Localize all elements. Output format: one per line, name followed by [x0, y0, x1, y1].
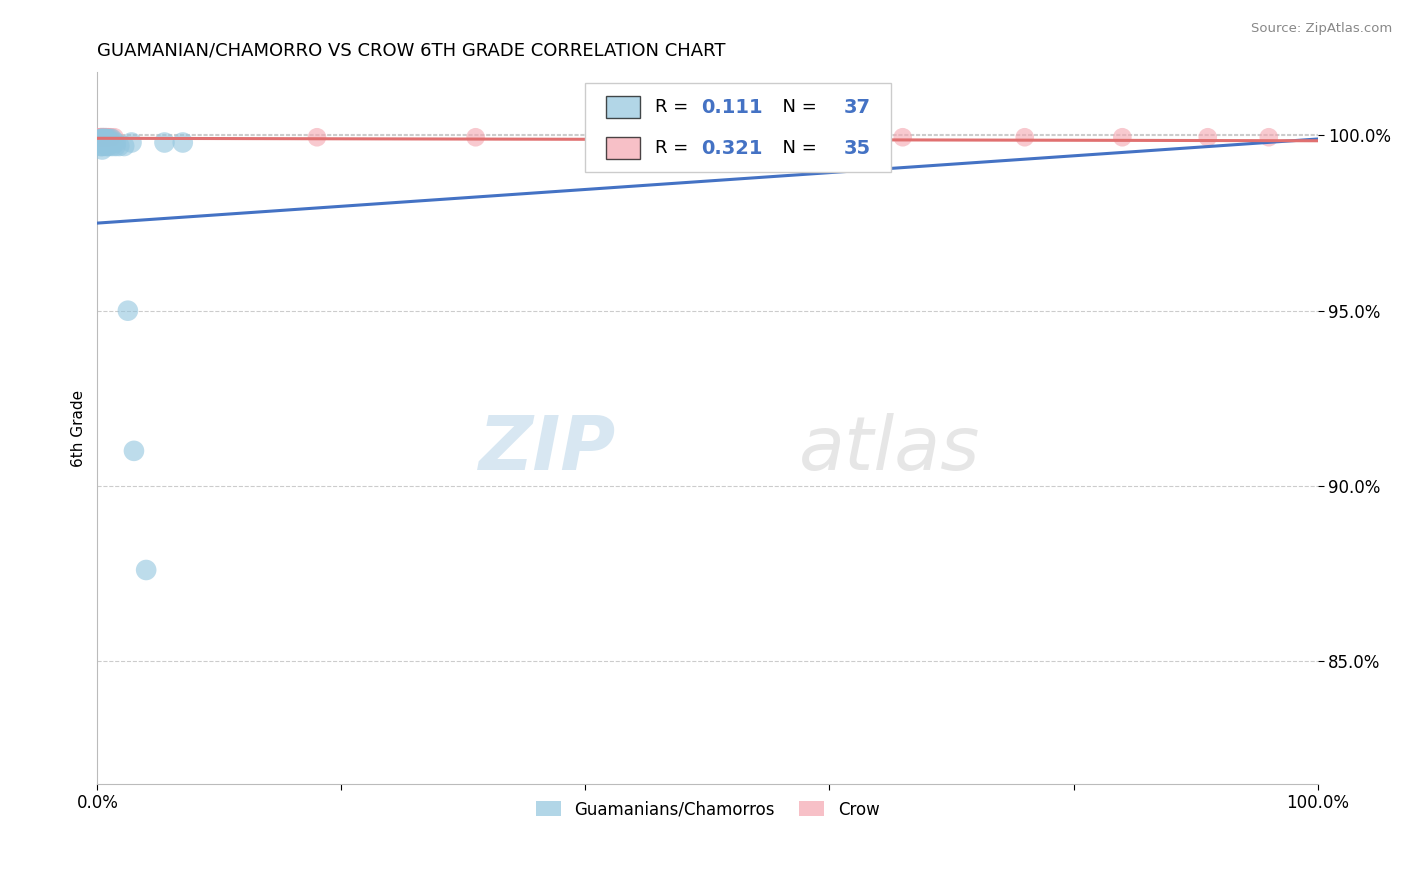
- Point: [90, 130, 112, 145]
- Point: [91, 143, 114, 157]
- Point: [96, 139, 118, 153]
- Point: [464, 130, 486, 145]
- Point: [93, 139, 115, 153]
- Point: [100, 130, 122, 145]
- Point: [1197, 130, 1219, 145]
- Point: [90, 130, 112, 145]
- Point: [117, 303, 139, 318]
- Point: [94, 130, 117, 145]
- Point: [90, 139, 112, 153]
- Point: [98, 136, 121, 150]
- Point: [172, 136, 194, 150]
- Point: [96, 132, 118, 146]
- Point: [98, 132, 121, 146]
- Point: [97, 136, 120, 150]
- Text: 37: 37: [844, 97, 872, 117]
- Text: Source: ZipAtlas.com: Source: ZipAtlas.com: [1251, 22, 1392, 36]
- Point: [93, 132, 115, 146]
- Text: ZIP: ZIP: [478, 413, 616, 486]
- Point: [93, 130, 115, 145]
- Text: N =: N =: [770, 139, 823, 157]
- Y-axis label: 6th Grade: 6th Grade: [72, 390, 86, 467]
- Point: [93, 136, 115, 150]
- Point: [305, 130, 328, 145]
- Point: [103, 130, 125, 145]
- Point: [91, 130, 114, 145]
- Point: [94, 132, 117, 146]
- FancyBboxPatch shape: [606, 136, 640, 160]
- Point: [135, 563, 157, 577]
- Point: [90, 136, 112, 150]
- Text: 35: 35: [844, 138, 872, 158]
- Point: [93, 136, 115, 150]
- Point: [93, 132, 115, 146]
- Point: [97, 139, 120, 153]
- Point: [122, 443, 145, 458]
- Point: [90, 130, 112, 145]
- Point: [89, 136, 111, 150]
- Point: [104, 139, 127, 153]
- Point: [891, 130, 914, 145]
- Point: [94, 136, 117, 150]
- Point: [90, 132, 112, 146]
- Text: 0.321: 0.321: [702, 138, 763, 158]
- Point: [91, 132, 114, 146]
- Point: [90, 132, 112, 146]
- Text: GUAMANIAN/CHAMORRO VS CROW 6TH GRADE CORRELATION CHART: GUAMANIAN/CHAMORRO VS CROW 6TH GRADE COR…: [97, 42, 725, 60]
- Text: N =: N =: [770, 98, 823, 116]
- FancyBboxPatch shape: [585, 83, 890, 172]
- Point: [121, 136, 143, 150]
- FancyBboxPatch shape: [606, 95, 640, 119]
- Text: R =: R =: [655, 98, 695, 116]
- Point: [97, 130, 120, 145]
- Point: [91, 132, 114, 146]
- Point: [104, 136, 127, 150]
- Point: [91, 130, 114, 145]
- Point: [93, 130, 115, 145]
- Point: [101, 132, 124, 146]
- Point: [90, 139, 112, 153]
- Text: R =: R =: [655, 139, 695, 157]
- Point: [97, 130, 120, 145]
- Legend: Guamanians/Chamorros, Crow: Guamanians/Chamorros, Crow: [529, 794, 886, 825]
- Point: [153, 136, 176, 150]
- Point: [93, 130, 115, 145]
- Point: [90, 130, 112, 145]
- Point: [599, 130, 621, 145]
- Point: [94, 130, 117, 145]
- Point: [1257, 130, 1279, 145]
- Point: [94, 130, 117, 145]
- Point: [90, 130, 112, 145]
- Point: [101, 139, 124, 153]
- Point: [93, 130, 115, 145]
- Text: 0.111: 0.111: [702, 97, 763, 117]
- Point: [91, 136, 114, 150]
- Point: [93, 130, 115, 145]
- Text: atlas: atlas: [799, 413, 980, 485]
- Point: [93, 130, 115, 145]
- Point: [1014, 130, 1036, 145]
- Point: [94, 130, 117, 145]
- Point: [112, 139, 135, 153]
- Point: [93, 136, 115, 150]
- Point: [758, 130, 780, 145]
- Point: [89, 130, 111, 145]
- Point: [108, 139, 131, 153]
- Point: [94, 132, 117, 146]
- Point: [91, 130, 114, 145]
- Point: [89, 130, 111, 145]
- Point: [96, 130, 118, 145]
- Point: [93, 130, 115, 145]
- Point: [1111, 130, 1133, 145]
